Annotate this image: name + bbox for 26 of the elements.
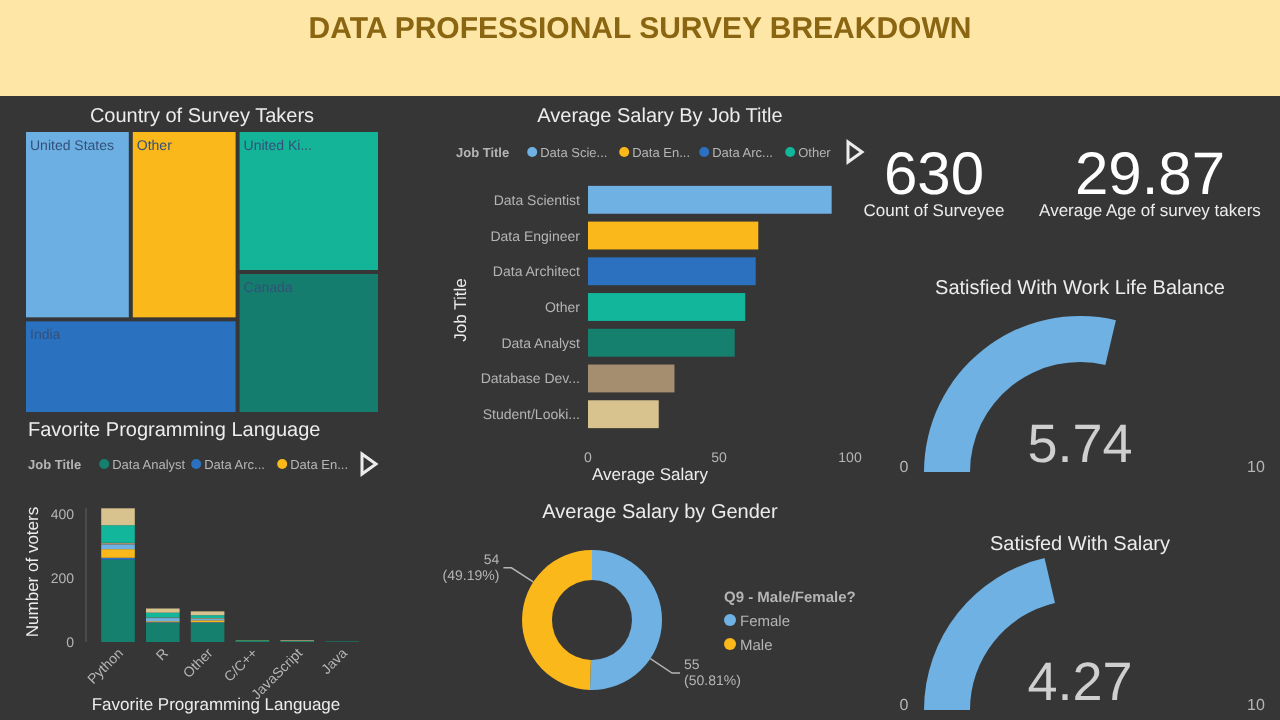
bar [101, 559, 135, 642]
text: Count of Surveyee [863, 200, 1005, 220]
bar [190, 622, 225, 642]
chart-title: Average Salary By Job Title [537, 106, 784, 128]
chart-title: Average Salary by Gender [542, 502, 779, 524]
bar [101, 544, 135, 550]
donut-slice [522, 550, 592, 690]
bar [101, 525, 135, 543]
text: 10 [1247, 696, 1266, 714]
text: Average Age of survey takers [1039, 200, 1261, 220]
text: 0 [899, 696, 910, 714]
text: Satisfed With Salary [989, 534, 1171, 556]
y-axis-title: Job Title [450, 277, 470, 342]
text: Country of Survey Takers [89, 106, 315, 128]
bar [101, 508, 135, 526]
chart-title: Favorite Programming Language [28, 420, 322, 442]
text: 10 [1247, 458, 1266, 476]
bar [146, 622, 180, 642]
bar [101, 549, 135, 558]
text: DATA PROFESSIONAL SURVEY BREAKDOWN [308, 12, 972, 46]
donut-slice [589, 550, 662, 690]
text: 5.74 [1027, 414, 1133, 474]
y-axis-title: Number of voters [22, 506, 42, 638]
text: 4.27 [1027, 652, 1133, 712]
text: Satisfied With Work Life Balance [935, 278, 1226, 300]
x-axis-title: Average Salary [592, 464, 710, 484]
